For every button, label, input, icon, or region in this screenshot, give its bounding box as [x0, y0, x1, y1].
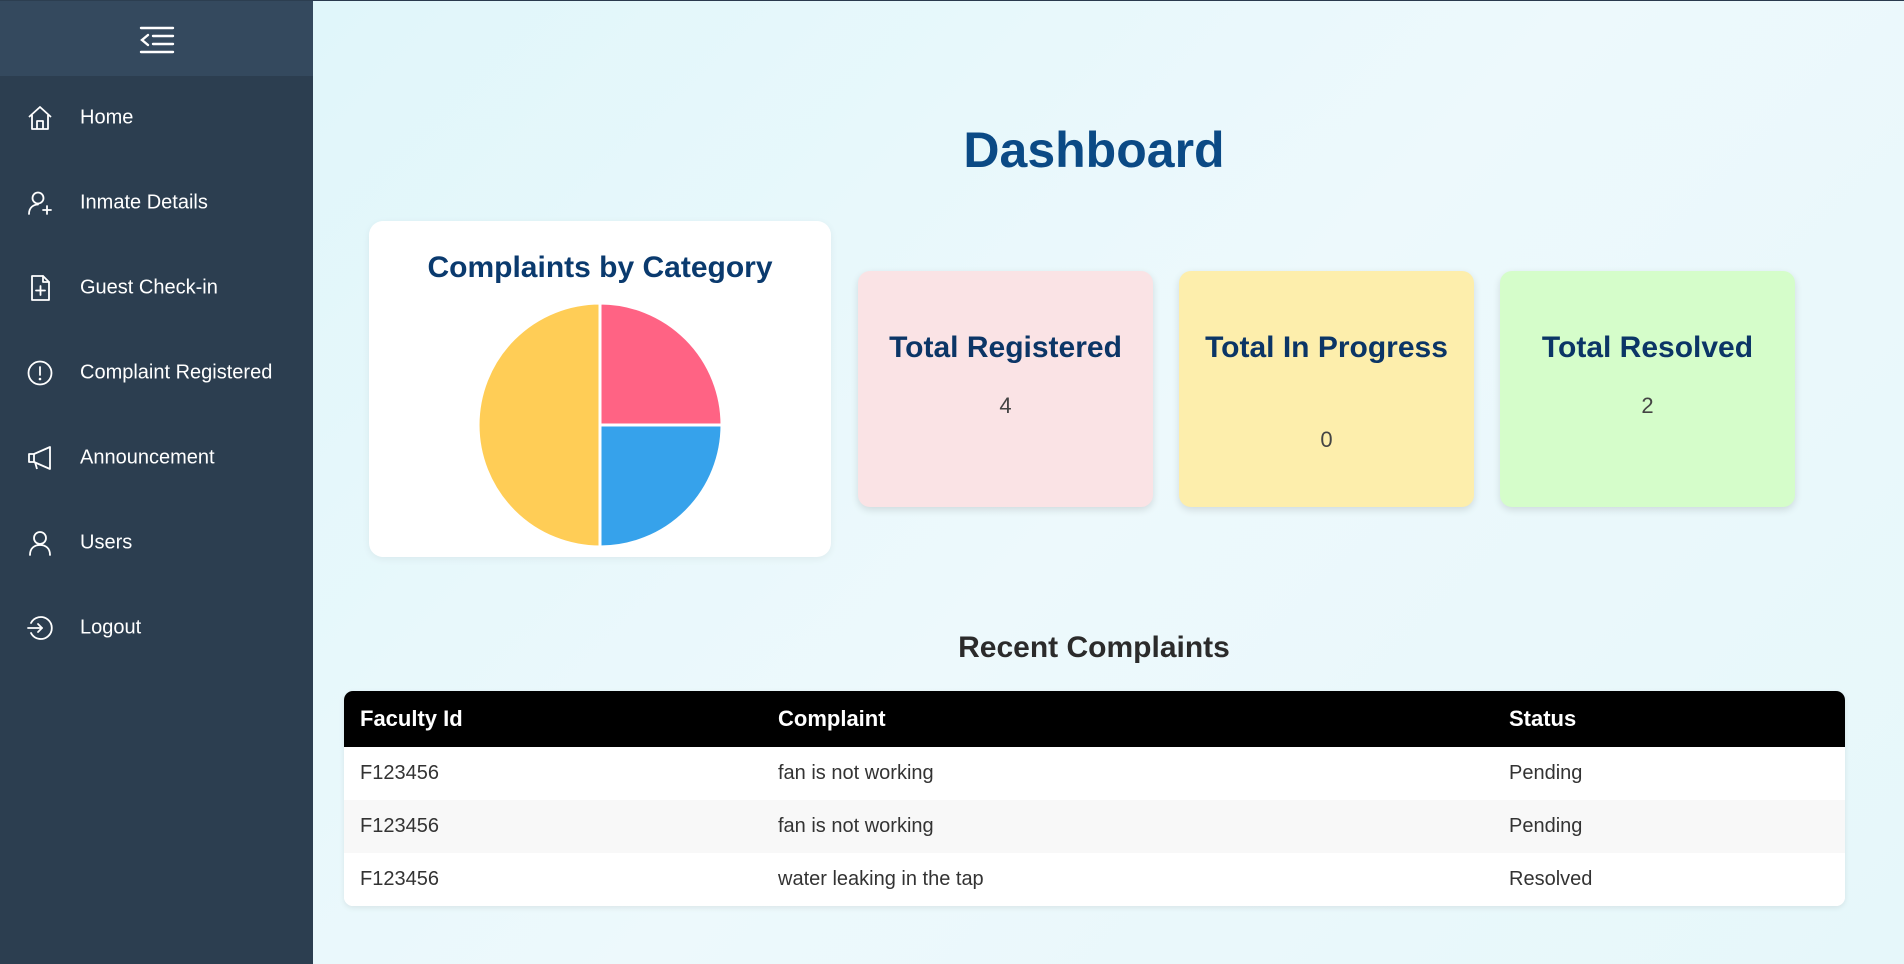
sidebar-item-label: Logout — [80, 616, 142, 639]
cell-faculty-id: F123456 — [344, 800, 762, 853]
cell-complaint: water leaking in the tap — [762, 853, 1493, 906]
sidebar-item-label: Complaint Registered — [80, 361, 273, 384]
sidebar-item-home[interactable]: Home — [0, 88, 313, 148]
sidebar-item-inmate-details[interactable]: Inmate Details — [0, 173, 313, 233]
user-icon — [29, 531, 51, 556]
sidebar-item-users[interactable]: Users — [0, 513, 313, 573]
cell-status: Pending — [1493, 800, 1845, 853]
chart-title: Complaints by Category — [427, 251, 773, 284]
table-row: F123456 fan is not working Pending — [344, 800, 1845, 853]
user-plus-icon — [28, 191, 52, 215]
stat-value: 0 — [1320, 427, 1333, 452]
sidebar-item-label: Inmate Details — [80, 191, 208, 214]
sidebar: Home Inmate Details Guest Check-in Compl… — [0, 0, 313, 964]
pie-slice-0[interactable] — [598, 302, 723, 427]
column-header: Faculty Id — [344, 691, 762, 747]
complaints-chart-card: Complaints by Category — [369, 221, 831, 557]
table-row: F123456 water leaking in the tap Resolve… — [344, 853, 1845, 906]
recent-complaints-table: Faculty Id Complaint Status F123456 fan … — [344, 691, 1845, 906]
sidebar-item-label: Users — [80, 531, 133, 554]
pie-slice-1[interactable] — [598, 423, 723, 548]
complaints-pie-chart — [477, 302, 723, 548]
stat-card-registered: Total Registered 4 — [858, 271, 1153, 507]
stat-value: 4 — [999, 393, 1012, 418]
column-header: Complaint — [762, 691, 1493, 747]
table-header-row: Faculty Id Complaint Status — [344, 691, 1845, 747]
cell-faculty-id: F123456 — [344, 853, 762, 906]
cell-complaint: fan is not working — [762, 747, 1493, 800]
stat-value: 2 — [1641, 393, 1654, 418]
sidebar-item-logout[interactable]: Logout — [0, 598, 313, 658]
stat-title: Total Resolved — [1541, 331, 1754, 364]
cell-status: Pending — [1493, 747, 1845, 800]
stat-title: Total In Progress — [1205, 331, 1448, 364]
stat-card-in-progress: Total In Progress 0 — [1179, 271, 1474, 507]
cell-faculty-id: F123456 — [344, 747, 762, 800]
sidebar-item-label: Guest Check-in — [80, 276, 218, 299]
home-icon — [28, 106, 52, 130]
main-content: Dashboard Complaints by Category Total R… — [313, 1, 1904, 964]
pie-slice-2[interactable] — [477, 302, 602, 548]
column-header: Status — [1493, 691, 1845, 747]
page-title: Dashboard — [963, 122, 1225, 178]
file-plus-icon — [31, 275, 50, 301]
megaphone-icon — [28, 446, 51, 470]
top-border — [0, 0, 1904, 1]
table-row: F123456 fan is not working Pending — [344, 747, 1845, 800]
sidebar-item-guest-check-in[interactable]: Guest Check-in — [0, 258, 313, 318]
stat-card-resolved: Total Resolved 2 — [1500, 271, 1795, 507]
sidebar-item-announcement[interactable]: Announcement — [0, 428, 313, 488]
sidebar-item-label: Announcement — [80, 446, 215, 469]
alert-circle-icon — [27, 360, 53, 386]
menu-collapse-icon[interactable] — [139, 25, 175, 55]
sidebar-header — [0, 1, 313, 76]
sidebar-item-complaint-registered[interactable]: Complaint Registered — [0, 343, 313, 403]
cell-complaint: fan is not working — [762, 800, 1493, 853]
cell-status: Resolved — [1493, 853, 1845, 906]
stat-title: Total Registered — [889, 331, 1122, 364]
recent-complaints-title: Recent Complaints — [958, 631, 1230, 664]
logout-icon — [27, 616, 53, 640]
sidebar-item-label: Home — [80, 106, 134, 129]
